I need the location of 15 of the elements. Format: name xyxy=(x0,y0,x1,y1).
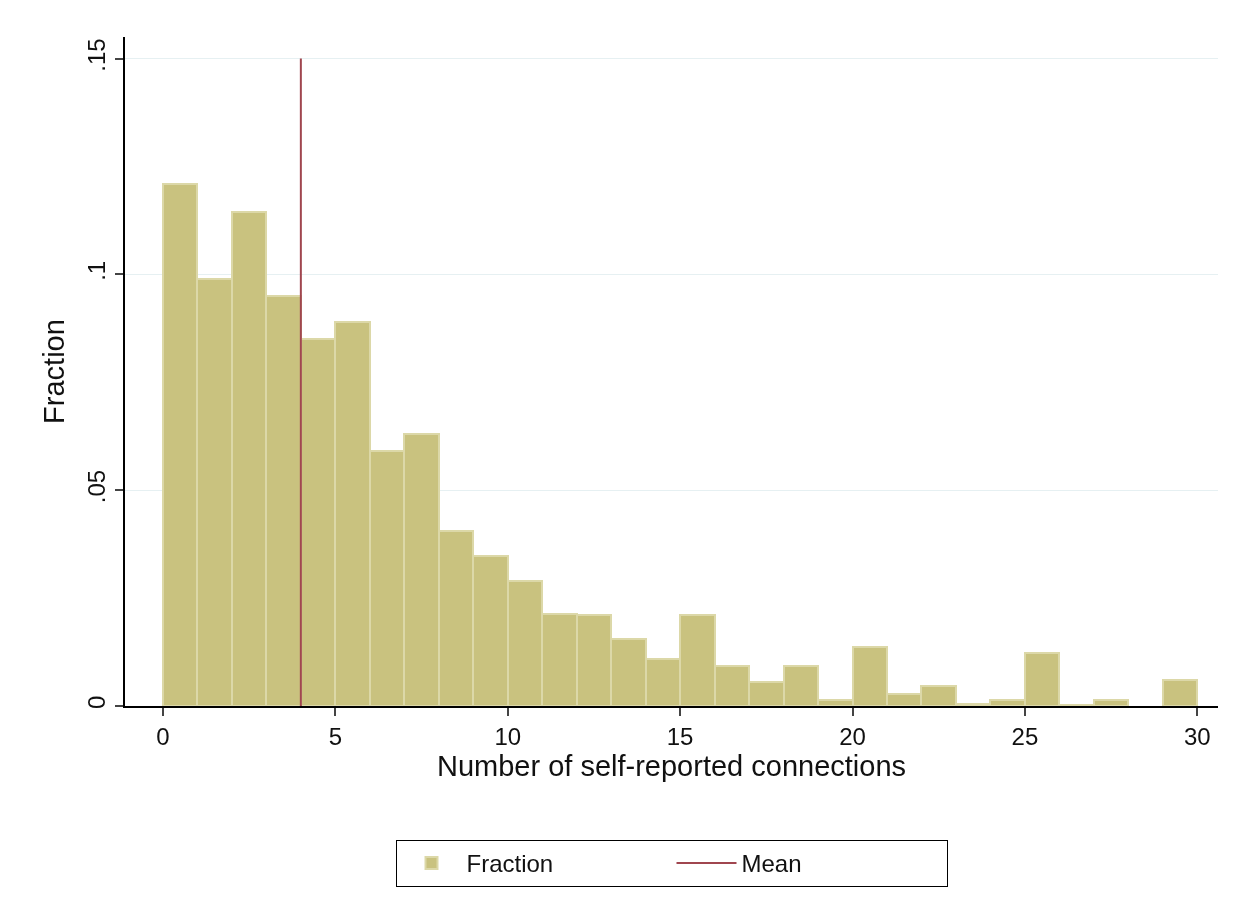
y-tick-label: .15 xyxy=(83,38,111,72)
y-tick-label: 0 xyxy=(83,695,111,710)
x-tick-label: 0 xyxy=(156,722,170,750)
x-tick-label: 15 xyxy=(666,722,694,750)
x-tick-label: 20 xyxy=(839,722,866,750)
y-tick-label: .05 xyxy=(83,469,111,504)
x-tick-label: 25 xyxy=(1011,722,1039,750)
x-tick-label: 10 xyxy=(494,722,522,750)
y-tick-label: .1 xyxy=(83,260,111,281)
x-axis-title: Number of self-reported connections xyxy=(436,749,907,782)
legend-label: Fraction xyxy=(466,850,554,878)
x-tick-label: 5 xyxy=(328,722,342,750)
legend-label: Mean xyxy=(741,850,802,878)
x-tick-label: 30 xyxy=(1183,722,1211,750)
y-axis-title: Fraction xyxy=(38,319,71,424)
